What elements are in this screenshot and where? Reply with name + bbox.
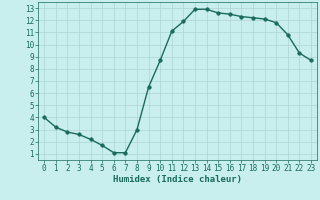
X-axis label: Humidex (Indice chaleur): Humidex (Indice chaleur) (113, 175, 242, 184)
